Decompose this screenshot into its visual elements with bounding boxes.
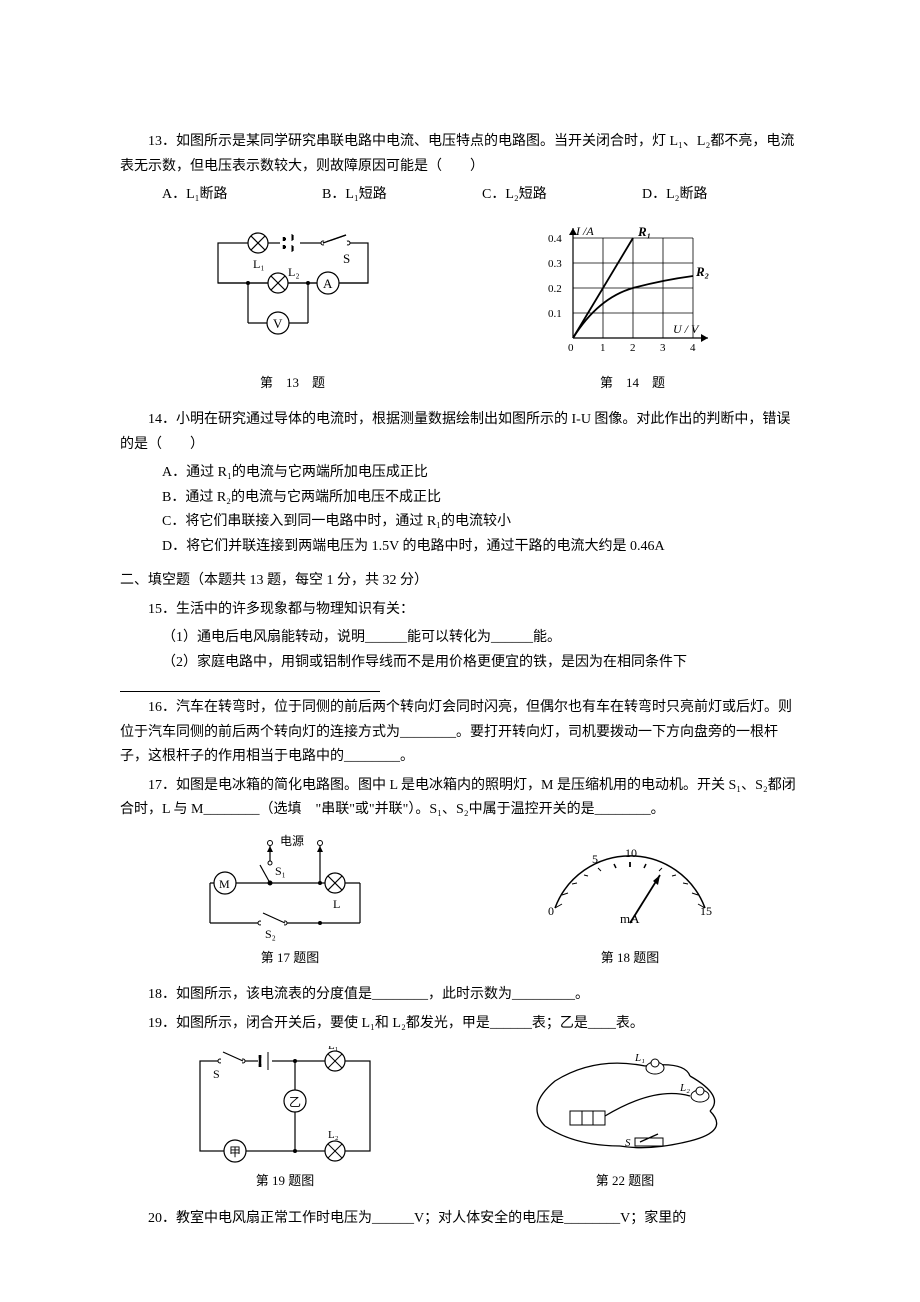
q18-text: 18．如图所示，该电流表的分度值是________，此时示数为_________…: [120, 983, 800, 1008]
svg-text:L₁: L₁: [328, 1046, 339, 1052]
q13-caption: 第 13 题: [198, 372, 388, 395]
svg-text:15: 15: [700, 904, 712, 918]
ammeter-icon: 0 5 10 15 mA: [530, 843, 730, 943]
q13-figure: L₁ S L₂ A: [198, 228, 388, 395]
q17-text: 17．如图是电冰箱的简化电路图。图中 L 是电冰箱内的照明灯，M 是压缩机用的电…: [120, 774, 800, 823]
q16-number: 16．: [148, 700, 176, 715]
svg-text:L₁: L₁: [634, 1052, 645, 1064]
svg-text:1: 1: [600, 342, 606, 354]
section2-header: 二、填空题（本题共 13 题，每空 1 分，共 32 分）: [120, 569, 800, 594]
iv-chart-icon: R₁ R₂ I /A U / V 0.4 0.3 0.2 0.1 0 1 2 3…: [543, 218, 723, 368]
svg-text:R₂: R₂: [695, 264, 709, 279]
svg-text:S₂: S₂: [265, 927, 276, 941]
q13-number: 13．: [148, 134, 176, 149]
q18-figure: 0 5 10 15 mA 第 18 题图: [530, 843, 730, 970]
svg-text:L₂: L₂: [679, 1082, 690, 1094]
q14-caption: 第 14 题: [543, 372, 723, 395]
q13-opt-a: A．L₁断路: [162, 183, 282, 208]
q13-opt-b: B．L₁短路: [322, 183, 442, 208]
svg-text:0: 0: [568, 342, 574, 354]
svg-text:A: A: [323, 276, 333, 291]
q13-options: A．L₁断路 B．L₁短路 C．L₂短路 D．L₂断路: [162, 183, 800, 208]
q14-number: 14．: [148, 412, 176, 427]
svg-text:mA: mA: [620, 911, 640, 926]
svg-text:L₂: L₂: [288, 265, 300, 279]
q14-figure: R₁ R₂ I /A U / V 0.4 0.3 0.2 0.1 0 1 2 3…: [543, 218, 723, 395]
svg-text:L₁: L₁: [253, 257, 265, 271]
svg-text:0.3: 0.3: [548, 258, 562, 270]
svg-text:0: 0: [548, 904, 554, 918]
q15-sub1: （1）通电后电风扇能转动，说明______能可以转化为______能。: [162, 626, 800, 651]
q18-caption: 第 18 题图: [530, 947, 730, 970]
q13-q14-figures: L₁ S L₂ A: [120, 218, 800, 395]
q18-number: 18．: [148, 987, 176, 1002]
q19-caption-left: 第 19 题图: [185, 1170, 385, 1193]
q14-opt-c: C．将它们串联接入到同一电路中时，通过 R₁的电流较小: [162, 510, 800, 535]
q16-text: 16．汽车在转弯时，位于同侧的前后两个转向灯会同时闪亮，但偶尔也有车在转弯时只亮…: [120, 696, 800, 770]
q13-opt-d: D．L₂断路: [642, 183, 762, 208]
q19-figure-left: S L₁ 乙 L₂ 甲 第: [185, 1046, 385, 1193]
q13-text: 13．如图所示是某同学研究串联电路中电流、电压特点的电路图。当开关闭合时，灯 L…: [120, 130, 800, 179]
svg-text:U / V: U / V: [673, 322, 700, 336]
svg-text:S: S: [343, 251, 350, 266]
meter-circuit-icon: S L₁ 乙 L₂ 甲: [185, 1046, 385, 1166]
svg-text:0.1: 0.1: [548, 308, 562, 320]
q14-opt-b: B．通过 R₂的电流与它两端所加电压不成正比: [162, 486, 800, 511]
svg-text:S₁: S₁: [275, 864, 286, 878]
svg-text:3: 3: [660, 342, 666, 354]
q14-text: 14．小明在研究通过导体的电流时，根据测量数据绘制出如图所示的 I-U 图像。对…: [120, 408, 800, 457]
q17-figure: 电源 S₁ M L: [190, 833, 390, 970]
svg-text:L: L: [333, 897, 340, 911]
q19-caption-right: 第 22 题图: [515, 1170, 735, 1193]
q19-figures: S L₁ 乙 L₂ 甲 第: [120, 1046, 800, 1193]
svg-text:S: S: [213, 1067, 220, 1081]
svg-text:2: 2: [630, 342, 636, 354]
q19-number: 19．: [148, 1016, 176, 1031]
q17-caption: 第 17 题图: [190, 947, 390, 970]
q15-blank-line: [120, 675, 380, 692]
svg-text:乙: 乙: [289, 1095, 301, 1109]
q14-opt-a: A．通过 R₁的电流与它两端所加电压成正比: [162, 461, 800, 486]
svg-text:M: M: [219, 877, 230, 891]
q20-text: 20．教室中电风扇正常工作时电压为______V；对人体安全的电压是______…: [120, 1207, 800, 1232]
svg-text:L₂: L₂: [328, 1129, 339, 1141]
svg-text:R₁: R₁: [637, 224, 651, 239]
q20-number: 20．: [148, 1211, 176, 1226]
q15-sub2: （2）家庭电路中，用铜或铝制作导线而不是用价格更便宜的铁，是因为在相同条件下: [162, 651, 800, 676]
svg-text:电源: 电源: [280, 834, 304, 848]
q15-text: 15．生活中的许多现象都与物理知识有关：: [120, 598, 800, 623]
svg-text:0.4: 0.4: [548, 233, 562, 245]
svg-text:0.2: 0.2: [548, 283, 562, 295]
circuit-diagram-icon: L₁ S L₂ A: [198, 228, 388, 368]
svg-text:10: 10: [625, 846, 637, 860]
q17-q18-figures: 电源 S₁ M L: [120, 833, 800, 970]
physical-circuit-icon: L₁ L₂ S: [515, 1046, 735, 1166]
q13-opt-c: C．L₂短路: [482, 183, 602, 208]
q15-number: 15．: [148, 602, 176, 617]
q17-number: 17．: [148, 778, 176, 793]
svg-text:甲: 甲: [229, 1145, 241, 1159]
svg-text:I /A: I /A: [575, 224, 594, 238]
q19-figure-right: L₁ L₂ S 第 22 题图: [515, 1046, 735, 1193]
svg-text:5: 5: [592, 852, 598, 866]
svg-text:4: 4: [690, 342, 696, 354]
fridge-circuit-icon: 电源 S₁ M L: [190, 833, 390, 943]
svg-text:S: S: [625, 1137, 631, 1149]
svg-text:V: V: [273, 316, 283, 331]
q14-opt-d: D．将它们并联连接到两端电压为 1.5V 的电路中时，通过干路的电流大约是 0.…: [162, 535, 800, 560]
q19-text: 19．如图所示，闭合开关后，要使 L₁和 L₂都发光，甲是______表；乙是_…: [120, 1012, 800, 1037]
